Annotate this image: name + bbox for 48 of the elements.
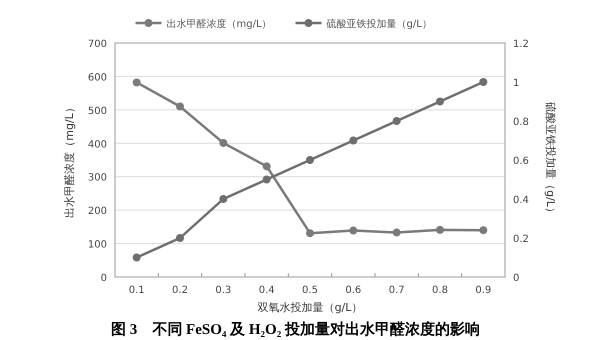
x-tick-label: 0.4: [258, 285, 275, 296]
y2-tick-label: 0.8: [513, 117, 529, 128]
x-tick-label: 0.2: [172, 285, 188, 296]
y2-tick-label: 1.2: [513, 39, 529, 50]
point: [132, 254, 141, 262]
y-tick-label: 600: [88, 72, 107, 84]
x-tick-label: 0.5: [302, 285, 318, 296]
x-tick-label: 0.3: [215, 285, 232, 296]
x-tick-label: 0.1: [128, 285, 145, 296]
x-tick-label: 0.7: [388, 285, 405, 296]
y2-tick-label: 1: [513, 78, 520, 89]
point: [436, 226, 444, 234]
y-tick-label: 200: [88, 206, 107, 218]
point: [349, 136, 358, 144]
x-tick-label: 0.9: [475, 285, 492, 296]
point: [392, 117, 401, 125]
y-axis-title: 出水甲醛浓度（mg/L）: [63, 102, 76, 218]
legend-label: 硫酸亚铁投加量（g/L）: [326, 18, 432, 30]
y-tick-label: 500: [88, 106, 107, 117]
point: [132, 78, 141, 86]
y-tick-label: 0: [100, 273, 107, 284]
point: [176, 102, 184, 111]
point: [262, 162, 271, 170]
y-tick-label: 400: [88, 139, 107, 150]
y2-tick-label: 0.6: [513, 156, 529, 167]
y2-tick-label: 0.4: [513, 195, 529, 206]
point: [349, 226, 358, 235]
y2-tick-label: 0.2: [513, 234, 529, 245]
point: [219, 195, 228, 203]
y-tick-label: 700: [88, 39, 107, 50]
x-axis-title: 双氧水投加量（g/L）: [258, 301, 362, 314]
point: [176, 234, 184, 242]
point: [306, 156, 314, 164]
x-tick-label: 0.6: [345, 285, 362, 296]
point: [219, 138, 228, 147]
legend-label: 出水甲醛浓度（mg/L）: [166, 18, 272, 30]
text: 图 3 不同 FeSO₄ 及 H₂O₂ 投加量对出水甲醛浓度的影响: [111, 320, 480, 338]
point: [392, 228, 401, 237]
x-tick-label: 0.8: [432, 285, 448, 296]
y-tick-label: 100: [88, 240, 107, 251]
y2-tick-label: 0: [513, 273, 520, 284]
point: [479, 226, 488, 234]
point: [479, 78, 488, 86]
point: [306, 229, 314, 238]
y-tick-label: 300: [88, 172, 107, 184]
y2-axis-title: 硫酸亚铁投加量（g/L）: [544, 102, 557, 218]
point: [262, 176, 271, 184]
point: [436, 98, 444, 106]
